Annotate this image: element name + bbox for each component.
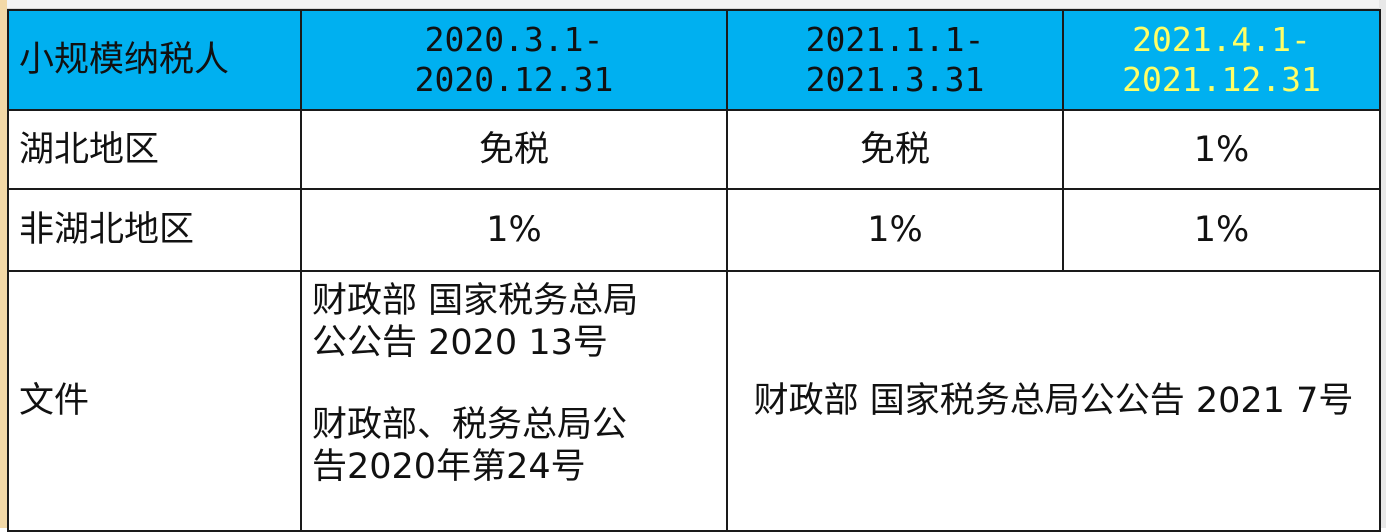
period-end: 2020.12.31	[414, 60, 614, 99]
value-cell[interactable]: 免税	[726, 109, 1064, 190]
period-cell-2021-rest[interactable]: 2021.4.1- 2021.12.31	[1062, 9, 1381, 111]
header-row: 小规模纳税人 2020.3.1- 2020.12.31 2021.1.1- 20…	[7, 9, 1381, 111]
table-row-documents: 文件 财政部 国家税务总局 公公告 2020 13号 财政部、税务总局公 告20…	[7, 270, 1381, 532]
doc-line: 财政部 国家税务总局公公告 2021	[753, 381, 1285, 421]
value-cell[interactable]: 1%	[726, 188, 1064, 272]
table-row-non-hubei: 非湖北地区 1% 1% 1%	[7, 188, 1381, 272]
document-cell-2020[interactable]: 财政部 国家税务总局 公公告 2020 13号 财政部、税务总局公 告2020年…	[300, 270, 728, 532]
period-end: 2021.3.31	[805, 60, 985, 99]
value-cell[interactable]: 1%	[300, 188, 728, 272]
row-header-strip	[0, 0, 7, 528]
document-cell-2021[interactable]: 财政部 国家税务总局公公告 2021 7号	[726, 270, 1381, 532]
period-cell-2021q1[interactable]: 2021.1.1- 2021.3.31	[726, 9, 1064, 111]
header-label-cell[interactable]: 小规模纳税人	[7, 9, 302, 111]
period-cell-2020[interactable]: 2020.3.1- 2020.12.31	[300, 9, 728, 111]
row-label-cell[interactable]: 文件	[7, 270, 302, 532]
row-label-cell[interactable]: 非湖北地区	[7, 188, 302, 272]
doc-line: 7号	[1296, 381, 1354, 421]
doc-spacer	[312, 364, 716, 404]
value-cell[interactable]: 1%	[1062, 109, 1381, 190]
doc-line: 公公告 2020 13号	[312, 323, 608, 363]
period-start: 2020.3.1-	[424, 20, 604, 60]
row-label-cell[interactable]: 湖北地区	[7, 109, 302, 190]
period-end: 2021.12.31	[1122, 60, 1321, 99]
doc-line: 财政部 国家税务总局	[312, 281, 639, 321]
period-start: 2021.1.1-	[805, 20, 985, 60]
value-cell[interactable]: 免税	[300, 109, 728, 190]
doc-line: 告2020年第24号	[312, 447, 586, 487]
doc-line: 财政部、税务总局公	[312, 405, 628, 445]
table-row-hubei: 湖北地区 免税 免税 1%	[7, 109, 1381, 190]
tax-rate-table: 小规模纳税人 2020.3.1- 2020.12.31 2021.1.1- 20…	[7, 9, 1381, 532]
period-start: 2021.4.1-	[1132, 20, 1311, 60]
value-cell[interactable]: 1%	[1062, 188, 1381, 272]
sheet-top-border	[0, 0, 1386, 9]
sheet-right-edge	[1379, 0, 1386, 528]
